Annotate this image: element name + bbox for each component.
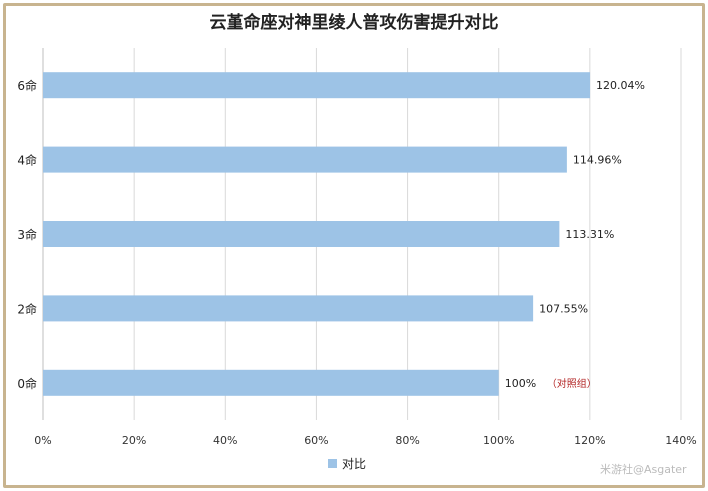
category-label: 0命 [17, 376, 37, 391]
category-label: 6命 [17, 78, 37, 93]
category-label: 3命 [17, 227, 37, 242]
data-label: 100% [505, 377, 536, 390]
data-label: 107.55% [539, 302, 588, 315]
data-label: 114.96% [573, 154, 622, 167]
watermark: 米游社@Asgater [600, 463, 687, 476]
category-label: 2命 [17, 301, 37, 316]
x-tick-label: 20% [122, 434, 146, 447]
x-tick-label: 80% [395, 434, 419, 447]
legend: 对比 [328, 455, 366, 472]
category-label: 4命 [17, 153, 37, 168]
bar [43, 295, 534, 322]
legend-label: 对比 [342, 457, 367, 471]
bar [43, 146, 567, 173]
x-tick-label: 40% [213, 434, 237, 447]
x-tick-label: 140% [665, 434, 696, 447]
x-tick-label: 100% [483, 434, 514, 447]
x-tick-label: 0% [34, 434, 51, 447]
x-tick-label: 120% [574, 434, 605, 447]
legend-swatch [328, 459, 337, 468]
data-label: 113.31% [565, 228, 614, 241]
data-label: 120.04% [596, 79, 645, 92]
bar [43, 369, 499, 396]
bar [43, 221, 560, 247]
bar [43, 72, 591, 99]
annotation-label: （对照组） [547, 377, 597, 390]
x-tick-label: 60% [304, 434, 328, 447]
chart-title: 云堇命座对神里绫人普攻伤害提升对比 [209, 13, 499, 33]
